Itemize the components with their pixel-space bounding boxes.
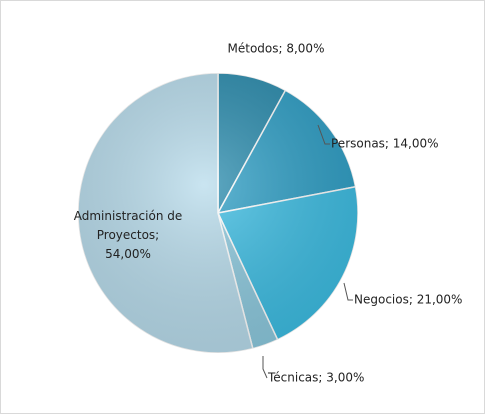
data-label: Administración de Proyectos; 54,00% [73,209,183,261]
data-label: Métodos; 8,00% [228,42,325,56]
leader-line [317,124,330,145]
leader-line [343,282,353,301]
leader-line [262,356,268,379]
data-label: Técnicas; 3,00% [267,371,364,385]
data-label: Negocios; 21,00% [354,293,462,307]
data-label: Personas; 14,00% [331,137,439,151]
